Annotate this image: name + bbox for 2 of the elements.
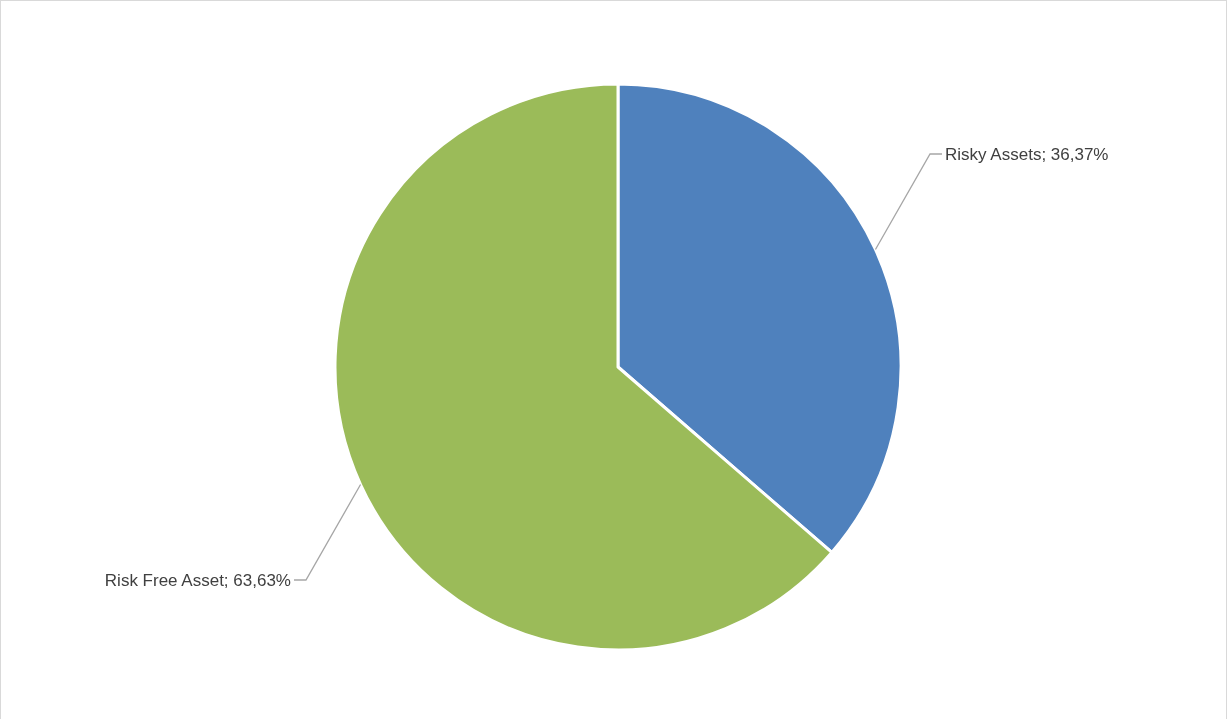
slice-label: Risky Assets; 36,37% — [945, 144, 1109, 164]
slice-label: Risk Free Asset; 63,63% — [104, 570, 291, 590]
